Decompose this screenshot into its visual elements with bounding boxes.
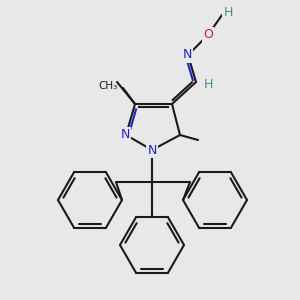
Text: N: N [120, 128, 130, 142]
Text: N: N [182, 49, 192, 62]
Text: CH₃: CH₃ [99, 81, 118, 91]
Text: H: H [203, 77, 213, 91]
Text: H: H [223, 7, 233, 20]
Text: N: N [147, 143, 157, 157]
Text: O: O [203, 28, 213, 41]
